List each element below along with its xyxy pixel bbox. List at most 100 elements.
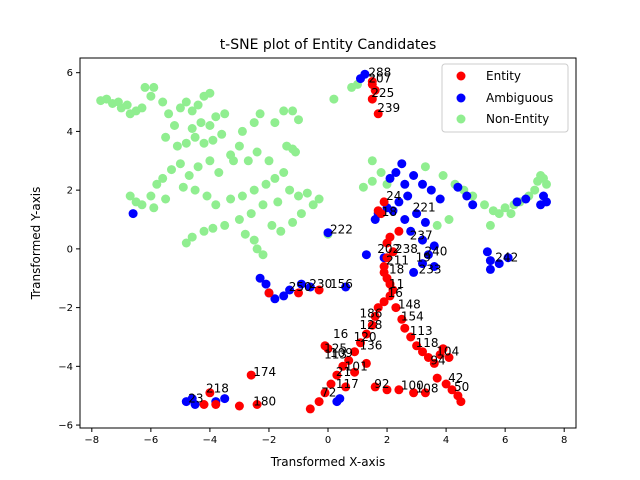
point-non-entity (267, 220, 277, 230)
point-non-entity (376, 168, 386, 177)
point-non-entity (131, 197, 141, 207)
y-tick-label: −4 (58, 362, 73, 373)
point-ambiguous (296, 279, 306, 289)
point-ambiguous (261, 279, 271, 289)
point-non-entity (184, 171, 194, 180)
point-entity (406, 332, 416, 342)
legend-label-non-entity: Non-Entity (486, 112, 549, 126)
point-ambiguous (409, 267, 419, 277)
point-annotation: 50 (454, 380, 469, 394)
point-non-entity (255, 109, 265, 119)
point-entity (294, 288, 303, 298)
point-annotation: 100 (401, 378, 424, 392)
point-non-entity (258, 250, 268, 260)
point-non-entity (137, 103, 147, 113)
point-entity (211, 400, 221, 409)
point-annotation: 174 (253, 365, 276, 379)
point-entity (332, 370, 342, 380)
point-non-entity (205, 121, 215, 130)
point-annotation: 113 (324, 348, 347, 362)
point-ambiguous (462, 191, 472, 201)
x-tick-label: 8 (561, 435, 567, 446)
point-entity (314, 285, 324, 295)
point-entity (361, 358, 371, 368)
x-tick-label: 6 (502, 435, 508, 446)
x-axis-label: Transformed X-axis (270, 455, 386, 469)
y-tick-label: 4 (67, 127, 73, 138)
point-annotation: 136 (360, 339, 383, 353)
point-entity (246, 370, 256, 380)
point-entity (341, 382, 351, 392)
point-non-entity (420, 162, 430, 172)
point-non-entity (432, 220, 442, 230)
point-entity (397, 314, 407, 324)
point-annotation: 240 (425, 245, 448, 259)
point-non-entity (214, 168, 224, 177)
point-ambiguous (418, 259, 427, 269)
point-entity (429, 358, 439, 368)
point-non-entity (187, 232, 197, 242)
legend-marker-entity (456, 71, 466, 81)
point-entity (373, 303, 383, 313)
point-non-entity (240, 229, 250, 239)
point-entity (370, 382, 380, 392)
point-ambiguous (494, 259, 504, 269)
point-annotation: 109 (330, 346, 353, 360)
point-non-entity (249, 118, 259, 128)
point-non-entity (302, 188, 312, 198)
point-entity (370, 311, 380, 321)
point-annotation: 186 (360, 306, 383, 320)
point-non-entity (314, 194, 324, 204)
point-ambiguous (406, 226, 416, 236)
point-non-entity (164, 109, 174, 119)
point-ambiguous (539, 191, 548, 201)
point-annotation: 11 (389, 277, 404, 291)
point-ambiguous (453, 182, 463, 192)
point-annotation: 238 (395, 242, 418, 256)
point-annotation: 118 (416, 336, 439, 350)
point-non-entity (438, 171, 448, 180)
legend-label-entity: Entity (486, 69, 521, 83)
point-annotation: 222 (330, 223, 353, 237)
legend-label-ambiguous: Ambiguous (486, 91, 553, 105)
point-entity (373, 109, 383, 119)
point-non-entity (146, 191, 156, 201)
point-non-entity (181, 138, 191, 148)
point-entity (420, 388, 430, 398)
x-tick-label: −8 (84, 435, 99, 446)
point-ambiguous (341, 282, 351, 292)
point-non-entity (308, 200, 318, 210)
point-non-entity (234, 141, 244, 151)
point-ambiguous (335, 394, 345, 404)
legend-marker-ambiguous (456, 93, 466, 103)
point-entity (264, 288, 274, 298)
y-tick-label: −2 (58, 303, 73, 314)
point-annotation: 120 (354, 330, 377, 344)
point-entity (370, 85, 380, 95)
point-non-entity (530, 185, 540, 195)
point-non-entity (217, 129, 227, 139)
point-annotation: 128 (360, 318, 383, 332)
point-ambiguous (270, 294, 280, 304)
point-ambiguous (418, 179, 427, 189)
point-non-entity (161, 132, 171, 142)
point-non-entity (273, 197, 283, 207)
point-entity (435, 350, 445, 360)
point-annotation: 92 (374, 377, 389, 391)
point-non-entity (193, 162, 203, 172)
point-non-entity (296, 209, 306, 219)
point-annotation: 148 (398, 298, 421, 312)
point-ambiguous (385, 173, 395, 183)
point-non-entity (249, 235, 259, 245)
point-ambiguous (397, 159, 407, 169)
x-ticks: −8 −6 −4 −2 0 2 4 6 8 (84, 428, 567, 446)
point-entity (350, 367, 360, 377)
point-entity (320, 388, 330, 398)
point-annotation: 207 (368, 72, 391, 86)
point-ambiguous (400, 215, 410, 224)
point-non-entity (237, 126, 247, 136)
point-non-entity (190, 185, 200, 195)
point-entity (441, 379, 451, 389)
point-entity (382, 385, 392, 395)
legend-marker-non-entity (456, 114, 466, 124)
